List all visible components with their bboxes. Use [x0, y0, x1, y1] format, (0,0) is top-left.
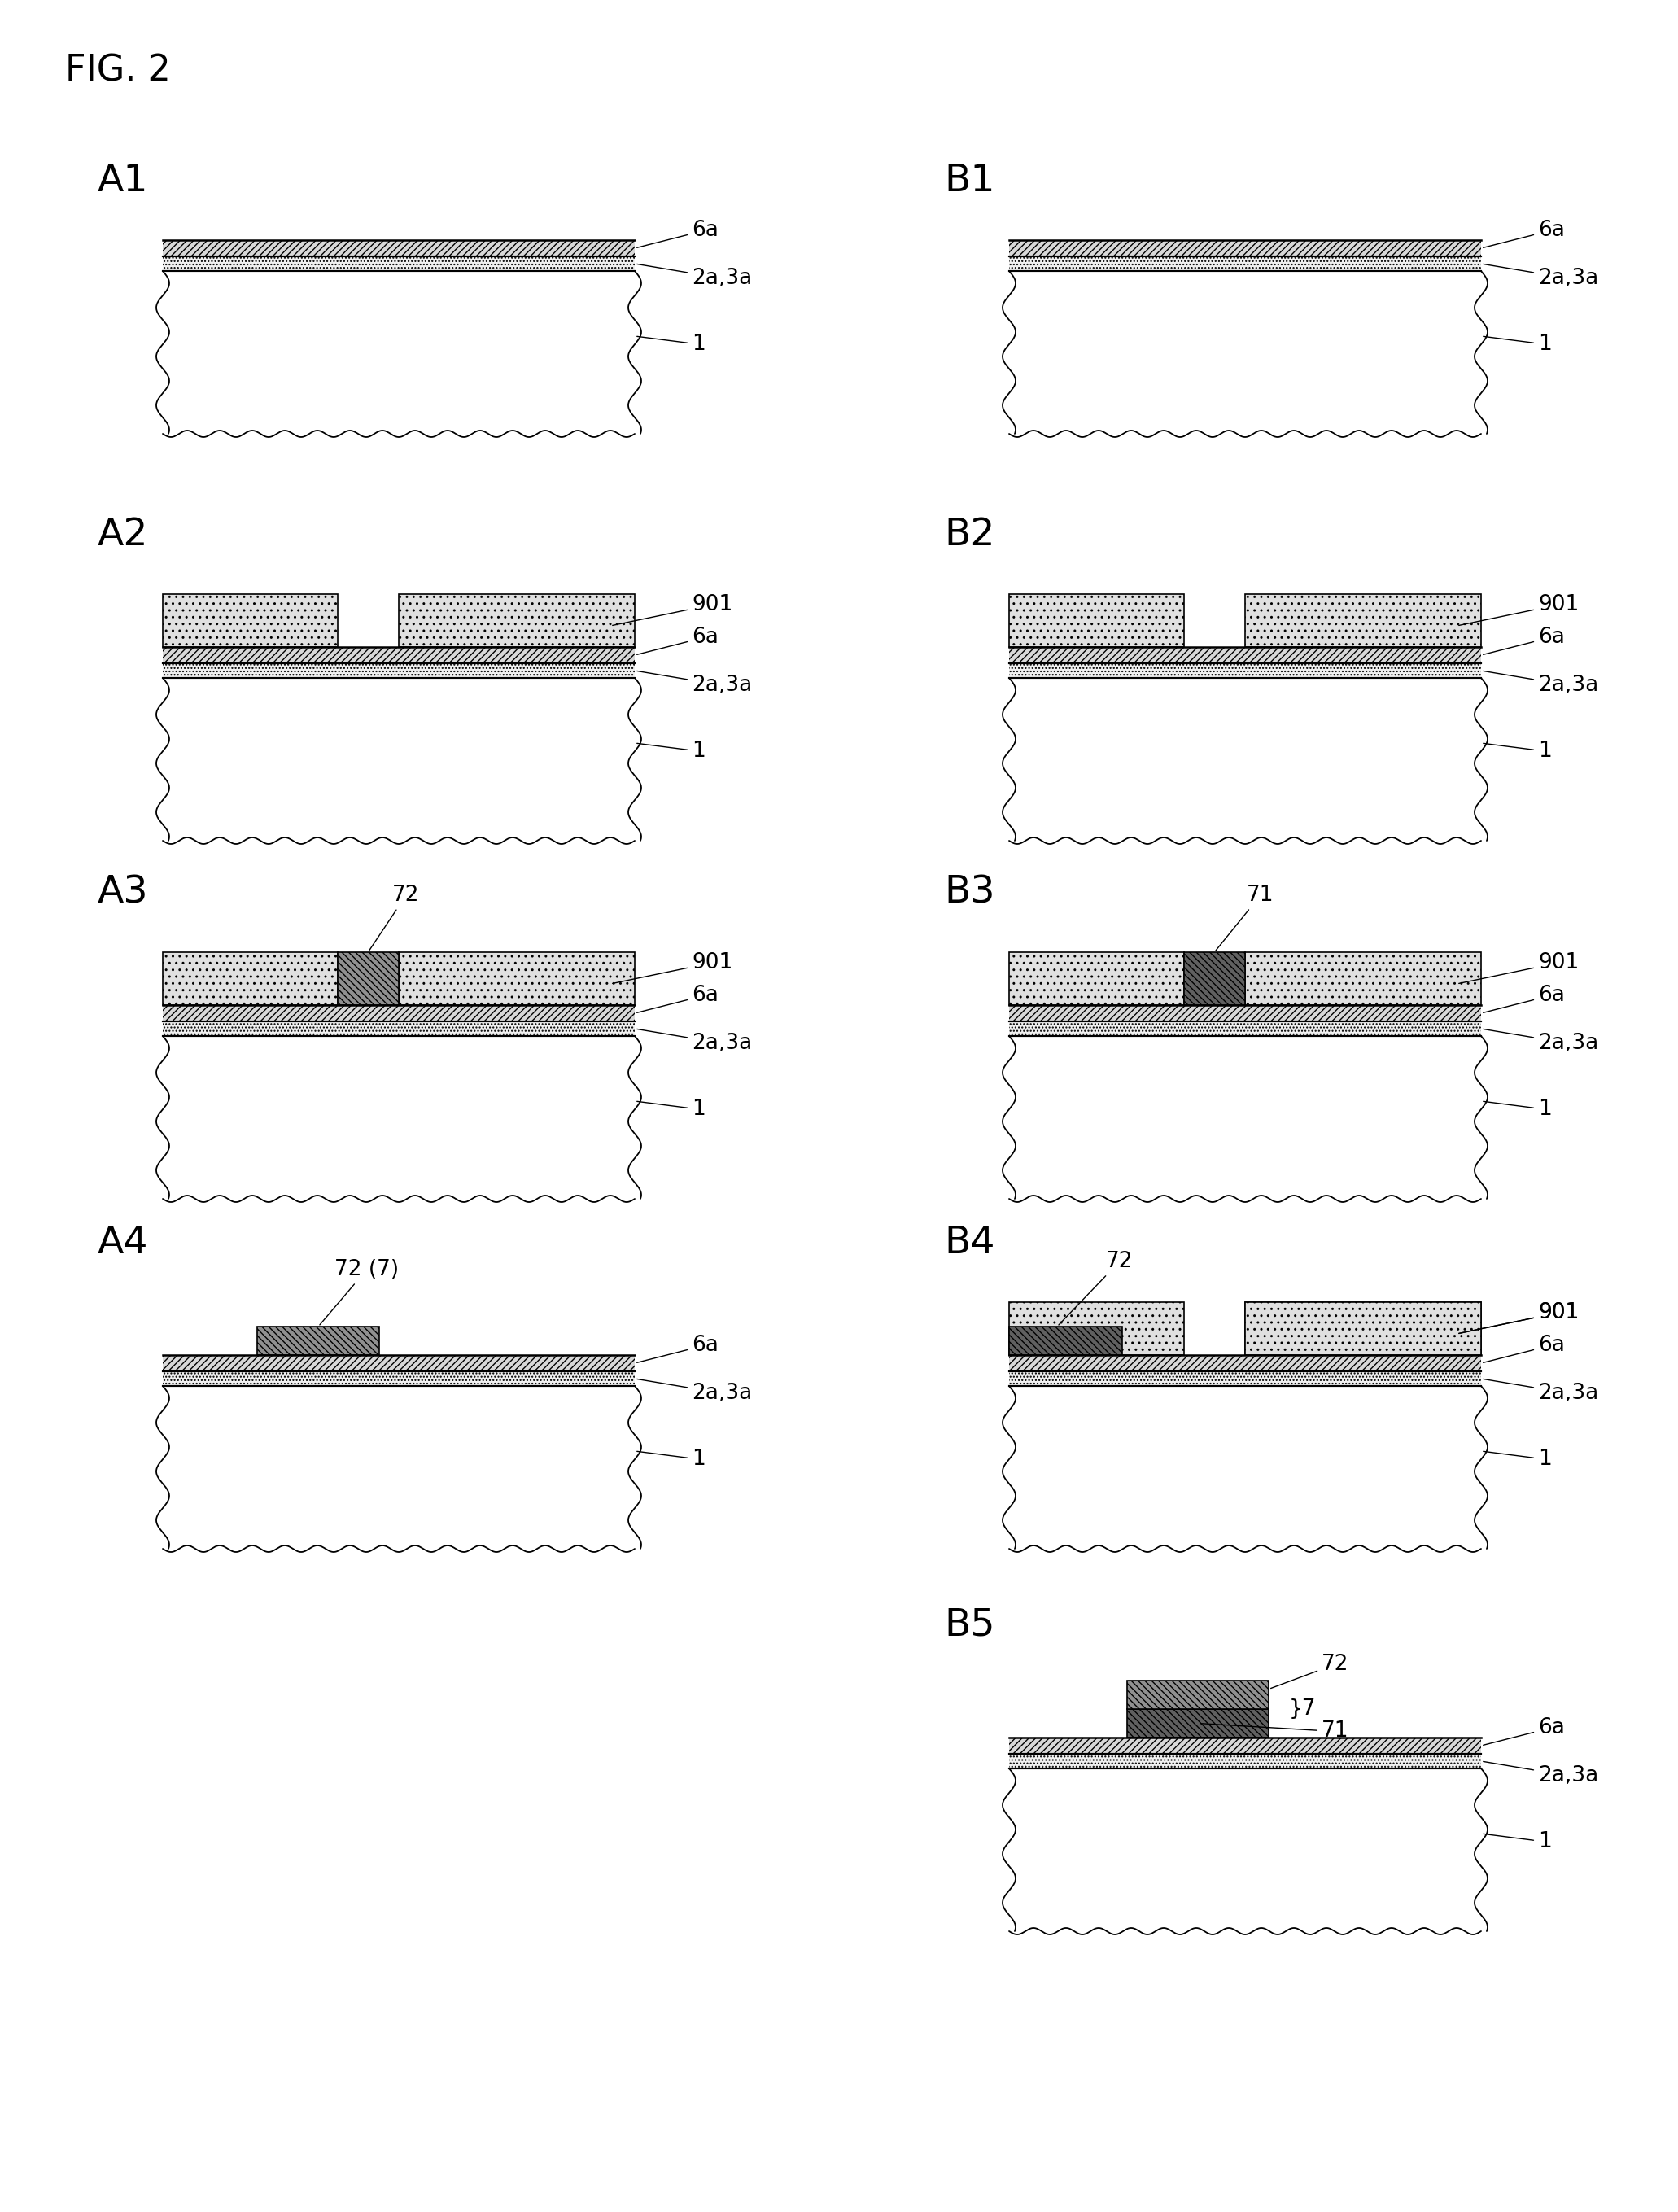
Bar: [1183, 951, 1245, 1004]
Bar: [1008, 646, 1482, 664]
Bar: [1008, 1035, 1482, 1199]
Text: 2a,3a: 2a,3a: [638, 263, 752, 290]
Bar: [1008, 1004, 1482, 1022]
Text: 6a: 6a: [1483, 219, 1566, 248]
Text: B1: B1: [945, 164, 995, 199]
Text: B3: B3: [945, 876, 995, 911]
Bar: [163, 646, 634, 664]
Text: 1: 1: [1483, 1449, 1552, 1469]
Text: 2a,3a: 2a,3a: [638, 1378, 752, 1405]
Text: }7: }7: [1289, 1699, 1316, 1719]
Text: B5: B5: [945, 1608, 995, 1644]
Text: FIG. 2: FIG. 2: [65, 53, 171, 88]
Bar: [1008, 951, 1183, 1004]
Text: 6a: 6a: [638, 219, 718, 248]
Text: 2a,3a: 2a,3a: [638, 670, 752, 697]
Bar: [1245, 1303, 1482, 1356]
Text: 901: 901: [1458, 1303, 1579, 1334]
Text: 1: 1: [638, 334, 705, 354]
Bar: [399, 595, 634, 646]
Bar: [163, 1004, 634, 1022]
Bar: [1008, 272, 1482, 434]
Bar: [1245, 595, 1482, 646]
Text: 72: 72: [369, 885, 420, 951]
Text: 1: 1: [1483, 1832, 1552, 1851]
Bar: [163, 1387, 634, 1548]
Text: A1: A1: [97, 164, 149, 199]
Text: 2a,3a: 2a,3a: [1483, 670, 1599, 697]
Bar: [1008, 1371, 1482, 1387]
Bar: [163, 1022, 634, 1035]
Text: 1: 1: [638, 1449, 705, 1469]
Bar: [1008, 1022, 1482, 1035]
Text: 72: 72: [1059, 1250, 1133, 1325]
Bar: [1008, 1739, 1482, 1754]
Text: 6a: 6a: [1483, 1717, 1566, 1745]
Text: 1: 1: [1483, 1099, 1552, 1119]
Text: 2a,3a: 2a,3a: [638, 1029, 752, 1053]
Text: 72: 72: [1270, 1655, 1349, 1688]
Bar: [1008, 664, 1482, 677]
Text: A4: A4: [97, 1225, 149, 1261]
Text: 71: 71: [1217, 885, 1274, 951]
Text: 2a,3a: 2a,3a: [1483, 1029, 1599, 1053]
Text: 901: 901: [612, 595, 733, 626]
Bar: [1245, 951, 1482, 1004]
Bar: [337, 951, 399, 1004]
Text: 6a: 6a: [1483, 626, 1566, 655]
Bar: [163, 664, 634, 677]
Bar: [1128, 1710, 1269, 1739]
Bar: [399, 951, 634, 1004]
Text: 1: 1: [1483, 334, 1552, 354]
Text: 6a: 6a: [638, 1334, 718, 1363]
Text: 901: 901: [1458, 951, 1579, 984]
Bar: [163, 272, 634, 434]
Bar: [163, 677, 634, 841]
Text: A3: A3: [97, 876, 149, 911]
Bar: [1128, 1681, 1269, 1710]
Bar: [1008, 677, 1482, 841]
Text: 6a: 6a: [638, 984, 718, 1013]
Text: A2: A2: [97, 518, 149, 553]
Bar: [1008, 1754, 1482, 1767]
Text: 6a: 6a: [1483, 1334, 1566, 1363]
Bar: [1008, 241, 1482, 257]
Text: 1: 1: [1483, 741, 1552, 761]
Text: 71: 71: [1200, 1721, 1349, 1743]
Bar: [163, 1371, 634, 1387]
Bar: [163, 951, 337, 1004]
Bar: [1008, 1767, 1482, 1931]
Text: 2a,3a: 2a,3a: [1483, 1378, 1599, 1405]
Text: 901: 901: [1458, 595, 1579, 626]
Bar: [1008, 1387, 1482, 1548]
Text: 1: 1: [638, 1099, 705, 1119]
Text: B4: B4: [945, 1225, 995, 1261]
Text: 72 (7): 72 (7): [320, 1259, 399, 1325]
Bar: [1008, 1327, 1123, 1356]
Bar: [1245, 1303, 1482, 1356]
Text: 6a: 6a: [638, 626, 718, 655]
Bar: [163, 1035, 634, 1199]
Bar: [1008, 1356, 1482, 1371]
Bar: [1008, 595, 1183, 646]
Text: 901: 901: [612, 951, 733, 984]
Text: 2a,3a: 2a,3a: [1483, 1761, 1599, 1787]
Text: 901: 901: [1458, 1303, 1579, 1334]
Bar: [1008, 1303, 1183, 1356]
Bar: [163, 257, 634, 272]
Text: B2: B2: [945, 518, 995, 553]
Bar: [163, 595, 337, 646]
Text: 1: 1: [638, 741, 705, 761]
Bar: [163, 241, 634, 257]
Bar: [163, 1356, 634, 1371]
Bar: [1008, 257, 1482, 272]
Bar: [257, 1327, 379, 1356]
Text: 2a,3a: 2a,3a: [1483, 263, 1599, 290]
Text: 6a: 6a: [1483, 984, 1566, 1013]
